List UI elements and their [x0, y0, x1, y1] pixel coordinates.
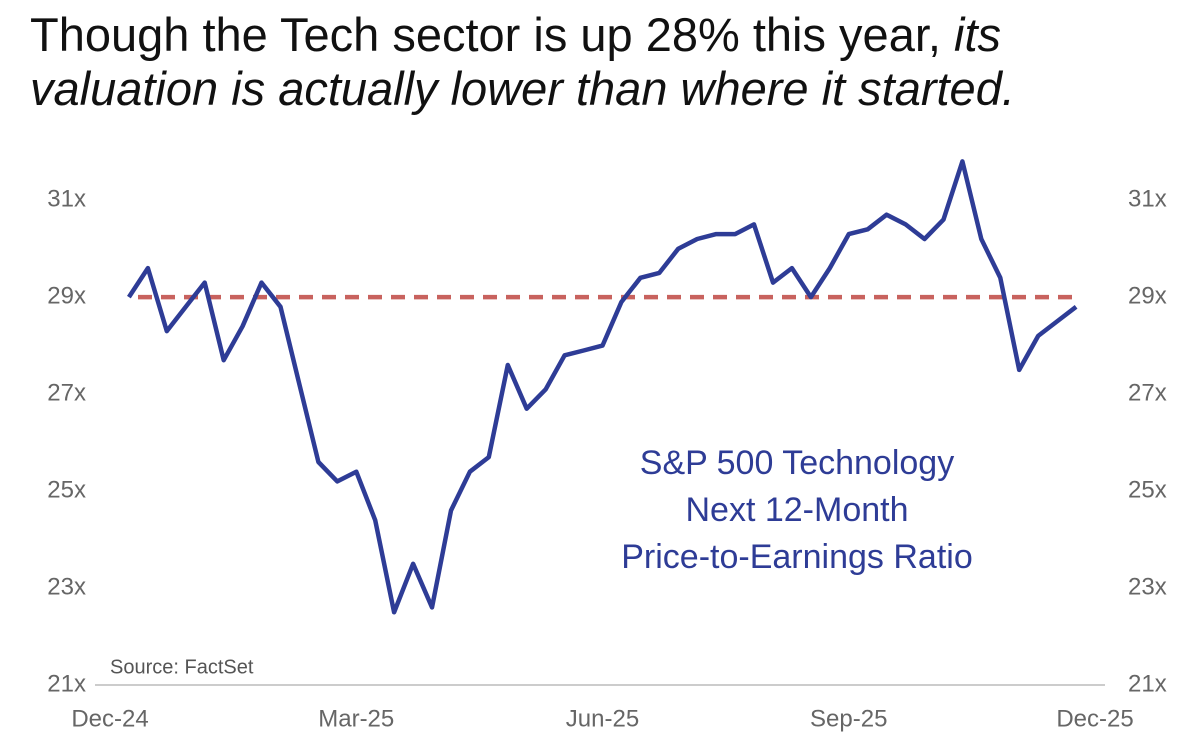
x-tick-label: Mar-25: [318, 705, 394, 732]
y-tick-label: 29x: [47, 282, 86, 309]
chart-title: Though the Tech sector is up 28% this ye…: [30, 8, 1180, 116]
annotation: S&P 500 Technology: [640, 444, 954, 482]
y2-tick-label: 27x: [1128, 379, 1167, 406]
y2-tick-label: 23x: [1128, 573, 1167, 600]
x-tick-label: Dec-25: [1056, 705, 1133, 732]
data-line: [127, 159, 1078, 615]
y2-tick-label: 21x: [1128, 670, 1167, 697]
source: Source: FactSet: [110, 656, 254, 678]
title-main: Though the Tech sector is up 28% this ye…: [30, 8, 941, 61]
x-tick-label: Dec-24: [71, 705, 148, 732]
annotation: Next 12-Month: [686, 491, 909, 529]
y-tick-label: 31x: [47, 186, 86, 213]
annotation: Price-to-Earnings Ratio: [621, 538, 972, 576]
y2-tick-label: 29x: [1128, 282, 1167, 309]
y-tick-label: 21x: [47, 670, 86, 697]
y-tick-label: 25x: [47, 476, 86, 503]
x-tick-label: Sep-25: [810, 705, 887, 732]
y2-tick-label: 31x: [1128, 186, 1167, 213]
x-tick-label: Jun-25: [566, 705, 639, 732]
y-tick-label: 27x: [47, 379, 86, 406]
title-emphasis: its valuation is actually lower than whe…: [30, 8, 1015, 115]
y-tick-label: 23x: [47, 573, 86, 600]
y2-tick-label: 25x: [1128, 476, 1167, 503]
